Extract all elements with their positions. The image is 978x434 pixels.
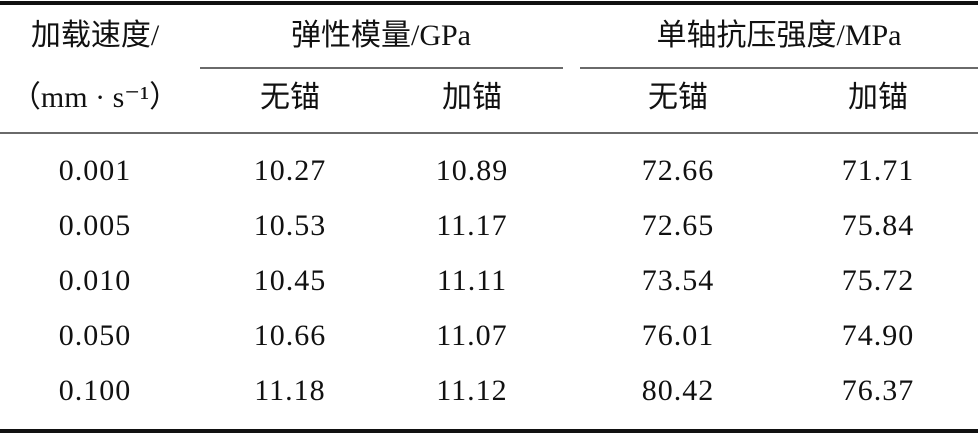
cell: 11.11 — [437, 264, 507, 297]
cell: 74.90 — [842, 319, 915, 352]
cell: 72.66 — [642, 154, 715, 187]
cell: 75.72 — [842, 264, 915, 297]
header-cell: 单轴抗压强度/MPa — [656, 19, 901, 52]
header-cell: 弹性模量/GPa — [291, 19, 471, 52]
cell: 0.001 — [59, 154, 132, 187]
cell: 72.65 — [642, 209, 715, 242]
cell: 73.54 — [642, 264, 715, 297]
cell: 10.89 — [436, 154, 509, 187]
cell: 0.005 — [59, 209, 132, 242]
cell: 11.07 — [436, 319, 507, 352]
cell: 10.53 — [254, 209, 327, 242]
header-cell: 无锚 — [648, 81, 708, 114]
header-cell: （mm · s⁻¹） — [11, 81, 179, 114]
cell: 10.66 — [254, 319, 327, 352]
cell: 11.12 — [436, 374, 507, 407]
cell: 10.45 — [254, 264, 327, 297]
cell: 75.84 — [842, 209, 915, 242]
cell: 10.27 — [254, 154, 327, 187]
header-cell: 加锚 — [848, 81, 908, 114]
cell: 11.18 — [254, 374, 325, 407]
header-cell: 无锚 — [260, 81, 320, 114]
cell: 0.010 — [59, 264, 132, 297]
cell: 76.01 — [642, 319, 715, 352]
header-cell: 加锚 — [442, 81, 502, 114]
cell: 71.71 — [842, 154, 915, 187]
cell: 11.17 — [436, 209, 507, 242]
cell: 0.050 — [59, 319, 132, 352]
cell: 76.37 — [842, 374, 915, 407]
header-cell: 加载速度/ — [31, 19, 160, 52]
cell: 0.100 — [59, 374, 132, 407]
cell: 80.42 — [642, 374, 715, 407]
